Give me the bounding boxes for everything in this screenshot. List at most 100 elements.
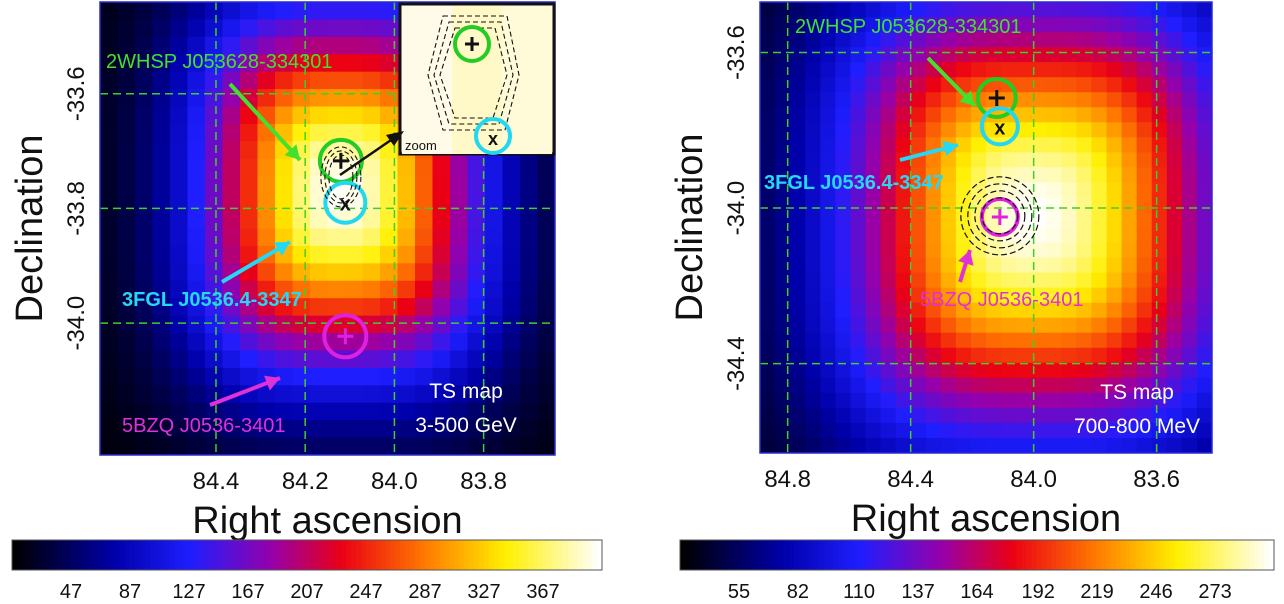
colorbar-segment: [208, 540, 215, 570]
colorbar-segment: [85, 540, 92, 570]
heatmap-cell: [790, 302, 806, 319]
heatmap-cell: [880, 167, 897, 183]
heatmap-cell: [1106, 152, 1123, 168]
heatmap-cell: [222, 71, 241, 90]
heatmap-cell: [895, 32, 912, 48]
colorbar-segment: [469, 540, 475, 570]
heatmap-cell: [1151, 92, 1168, 108]
heatmap-cell: [467, 176, 486, 195]
heatmap-cell: [805, 212, 821, 229]
heatmap-cell: [205, 176, 224, 195]
heatmap-cell: [135, 106, 154, 125]
heatmap-cell: [205, 367, 224, 386]
colorbar-segment: [46, 540, 52, 570]
heatmap-cell: [775, 62, 791, 78]
colorbar-segment: [120, 540, 126, 570]
heatmap-cell: [205, 106, 224, 125]
heatmap-cell: [1181, 257, 1198, 274]
heatmap-cell: [986, 437, 1002, 453]
colorbar-segment: [189, 540, 195, 570]
heatmap-cell: [760, 347, 776, 364]
heatmap-cell: [820, 107, 836, 123]
heatmap-cell: [485, 350, 504, 369]
heatmap-cell: [520, 263, 539, 282]
heatmap-cell: [1106, 422, 1123, 439]
heatmap-cell: [910, 17, 927, 33]
source-arrow: [228, 82, 302, 162]
heatmap-cell: [170, 193, 189, 212]
heatmap-cell: [1091, 392, 1108, 409]
heatmap-cell: [205, 333, 224, 352]
heatmap-cell: [362, 420, 381, 439]
heatmap-cell: [1001, 2, 1017, 18]
colorbar-segment: [41, 540, 48, 570]
colorbar-segment: [474, 540, 480, 570]
zoom-label: zoom: [405, 138, 437, 153]
heatmap-cell: [450, 211, 469, 230]
colorbar-tick-label: 55: [728, 581, 750, 599]
heatmap-cell: [222, 280, 241, 299]
colorbar-segment: [1189, 540, 1196, 570]
heatmap-cell: [1016, 377, 1032, 394]
heatmap-cell: [1136, 152, 1153, 168]
heatmap-cell: [432, 211, 451, 230]
heatmap-cell: [537, 333, 555, 352]
heatmap-cell: [1151, 302, 1168, 319]
heatmap-cell: [240, 315, 259, 334]
heatmap-cell: [955, 32, 972, 48]
heatmap-cell: [135, 228, 154, 247]
colorbar-segment: [498, 540, 505, 570]
colorbar-segment: [922, 540, 929, 570]
heatmap-cell: [432, 367, 451, 386]
zoom-arrow-shaft: [339, 136, 395, 177]
zoom-inset-cell: [402, 6, 452, 154]
heatmap-cell: [485, 245, 504, 264]
heatmap-cell: [1076, 17, 1093, 33]
heatmap-cell: [327, 263, 346, 282]
heatmap-cell: [275, 19, 294, 38]
heatmap-cell: [100, 54, 119, 73]
heatmap-cell: [240, 298, 259, 317]
heatmap-cell: [1016, 347, 1032, 364]
heatmap-cell: [760, 332, 776, 349]
heatmap-cell: [380, 2, 399, 21]
heatmap-cell: [327, 89, 346, 108]
heatmap-cell: [1196, 32, 1212, 48]
heatmap-cell: [820, 137, 836, 153]
heatmap-cell: [450, 263, 469, 282]
heatmap-cell: [1091, 317, 1108, 334]
heatmap-cell: [135, 176, 154, 195]
colorbar-segment: [1234, 540, 1240, 570]
heatmap-cell: [1016, 182, 1032, 199]
heatmap-cell: [275, 158, 294, 177]
heatmap-cell: [187, 263, 206, 282]
heatmap-cell: [986, 332, 1002, 349]
heatmap-cell: [955, 437, 972, 453]
heatmap-cell: [450, 158, 469, 177]
heatmap-cell: [850, 257, 867, 274]
heatmap-cell: [865, 347, 882, 364]
heatmap-cell: [925, 272, 942, 289]
heatmap-cell: [1181, 212, 1198, 229]
heatmap-cell: [257, 263, 276, 282]
heatmap-cell: [850, 2, 867, 18]
heatmap-cell: [1016, 137, 1032, 153]
heatmap-cell: [537, 315, 555, 334]
heatmap-cell: [520, 158, 539, 177]
source-arrow: [958, 249, 974, 283]
colorbar-segment: [552, 540, 559, 570]
heatmap-cell: [805, 317, 821, 334]
source-arrow: [209, 375, 281, 407]
heatmap-cell: [1031, 362, 1047, 379]
heatmap-cell: [880, 152, 897, 168]
heatmap-cell: [820, 122, 836, 138]
colorbar-segment: [56, 540, 62, 570]
heatmap-cell: [1076, 407, 1093, 424]
heatmap-cell: [760, 407, 776, 424]
heatmap-cell: [1016, 317, 1032, 334]
heatmap-cell: [100, 106, 119, 125]
colorbar-segment: [774, 540, 780, 570]
source-circle: [323, 180, 368, 225]
heatmap-cell: [1061, 62, 1077, 78]
heatmap-cell: [432, 350, 451, 369]
